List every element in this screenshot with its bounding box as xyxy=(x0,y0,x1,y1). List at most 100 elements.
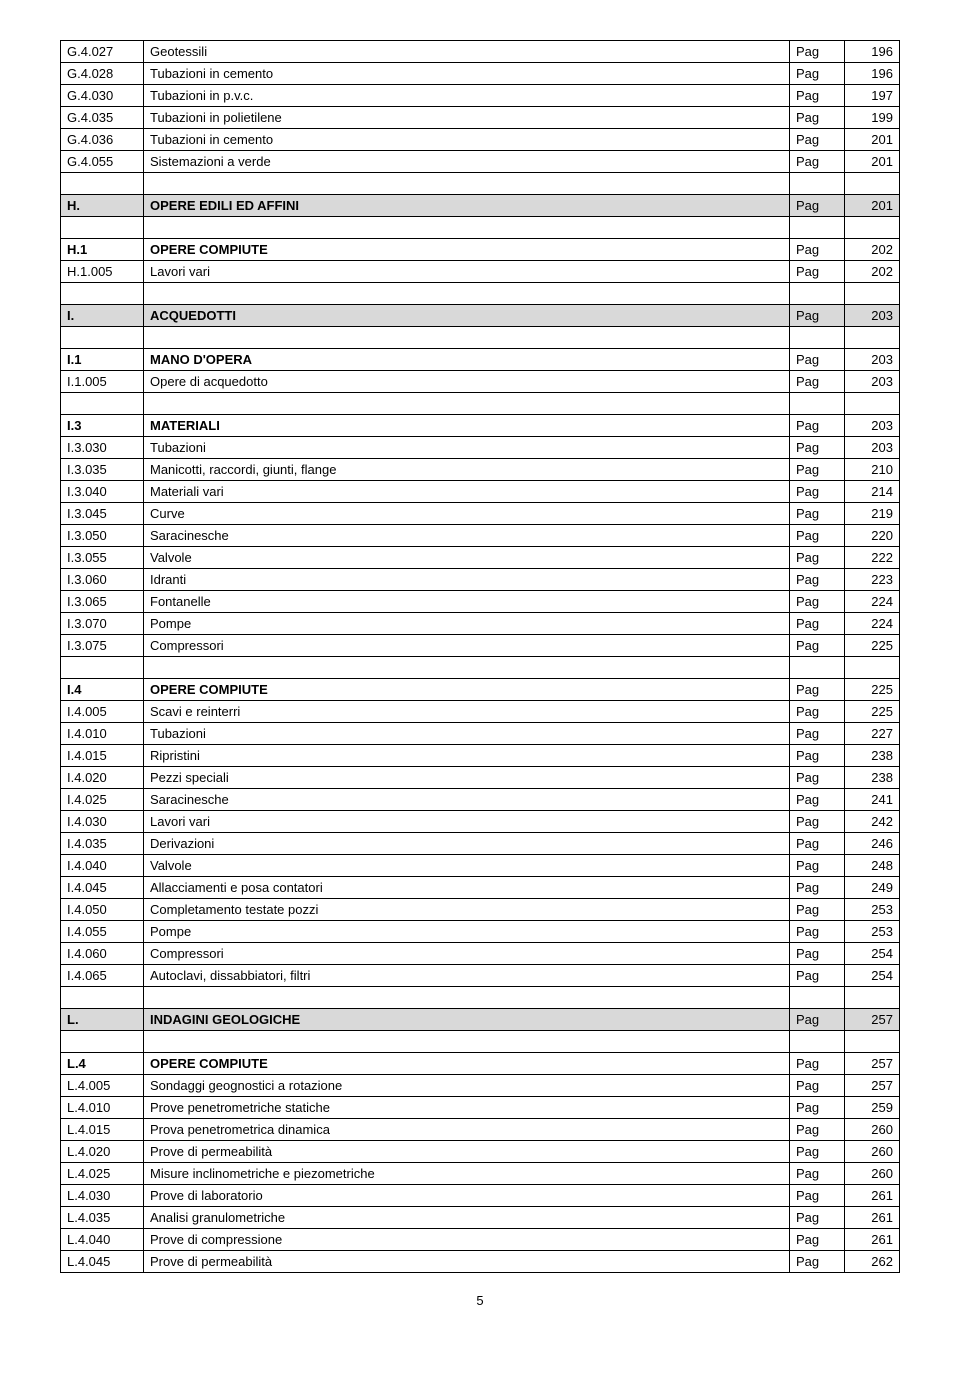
cell-num: 224 xyxy=(845,613,900,635)
cell-desc: Idranti xyxy=(144,569,790,591)
table-row: I.4.020Pezzi specialiPag238 xyxy=(61,767,900,789)
cell-pag xyxy=(790,657,845,679)
cell-num: 257 xyxy=(845,1053,900,1075)
cell-code xyxy=(61,393,144,415)
cell-pag: Pag xyxy=(790,679,845,701)
cell-pag xyxy=(790,283,845,305)
cell-pag: Pag xyxy=(790,547,845,569)
cell-pag: Pag xyxy=(790,437,845,459)
cell-num: 220 xyxy=(845,525,900,547)
cell-pag: Pag xyxy=(790,1141,845,1163)
cell-pag: Pag xyxy=(790,921,845,943)
toc-table: G.4.027GeotessiliPag196G.4.028Tubazioni … xyxy=(60,40,900,1273)
cell-desc: Prove penetrometriche statiche xyxy=(144,1097,790,1119)
cell-num xyxy=(845,173,900,195)
cell-pag: Pag xyxy=(790,459,845,481)
cell-code: G.4.036 xyxy=(61,129,144,151)
cell-desc: Sondaggi geognostici a rotazione xyxy=(144,1075,790,1097)
cell-num: 201 xyxy=(845,129,900,151)
cell-code xyxy=(61,173,144,195)
cell-desc: Tubazioni xyxy=(144,437,790,459)
cell-num: 222 xyxy=(845,547,900,569)
table-row: I.4.015RipristiniPag238 xyxy=(61,745,900,767)
table-row: I.3MATERIALIPag203 xyxy=(61,415,900,437)
table-row: I.4.065Autoclavi, dissabbiatori, filtriP… xyxy=(61,965,900,987)
table-row: I.3.065FontanellePag224 xyxy=(61,591,900,613)
cell-code: I.3.075 xyxy=(61,635,144,657)
cell-code: G.4.027 xyxy=(61,41,144,63)
cell-code: L.4.045 xyxy=(61,1251,144,1273)
cell-desc: ACQUEDOTTI xyxy=(144,305,790,327)
table-row: I.3.030TubazioniPag203 xyxy=(61,437,900,459)
table-row: I.3.035Manicotti, raccordi, giunti, flan… xyxy=(61,459,900,481)
table-row xyxy=(61,393,900,415)
cell-num: 199 xyxy=(845,107,900,129)
cell-desc: Allacciamenti e posa contatori xyxy=(144,877,790,899)
cell-num: 223 xyxy=(845,569,900,591)
cell-code: L.4.025 xyxy=(61,1163,144,1185)
cell-desc: MATERIALI xyxy=(144,415,790,437)
table-row: G.4.027GeotessiliPag196 xyxy=(61,41,900,63)
table-row: H.1OPERE COMPIUTEPag202 xyxy=(61,239,900,261)
table-row: I.1MANO D'OPERAPag203 xyxy=(61,349,900,371)
table-row: L.4.030Prove di laboratorioPag261 xyxy=(61,1185,900,1207)
cell-code: I.4.065 xyxy=(61,965,144,987)
table-row xyxy=(61,283,900,305)
table-row: L.4.015Prova penetrometrica dinamicaPag2… xyxy=(61,1119,900,1141)
cell-num: 238 xyxy=(845,745,900,767)
cell-code: I.4.025 xyxy=(61,789,144,811)
table-row xyxy=(61,657,900,679)
cell-desc: Geotessili xyxy=(144,41,790,63)
table-row xyxy=(61,987,900,1009)
table-row xyxy=(61,1031,900,1053)
cell-code: I.4.050 xyxy=(61,899,144,921)
table-row: L.INDAGINI GEOLOGICHEPag257 xyxy=(61,1009,900,1031)
cell-num: 241 xyxy=(845,789,900,811)
cell-code: L. xyxy=(61,1009,144,1031)
cell-desc: Tubazioni in polietilene xyxy=(144,107,790,129)
cell-num: 196 xyxy=(845,63,900,85)
table-row: L.4.020Prove di permeabilitàPag260 xyxy=(61,1141,900,1163)
cell-desc: Compressori xyxy=(144,635,790,657)
cell-pag xyxy=(790,1031,845,1053)
table-row: I.4.060CompressoriPag254 xyxy=(61,943,900,965)
cell-pag: Pag xyxy=(790,503,845,525)
cell-pag: Pag xyxy=(790,1075,845,1097)
cell-desc: Manicotti, raccordi, giunti, flange xyxy=(144,459,790,481)
cell-code: I.4.015 xyxy=(61,745,144,767)
cell-desc: Tubazioni xyxy=(144,723,790,745)
cell-code: I.4.055 xyxy=(61,921,144,943)
table-row: I.4.035DerivazioniPag246 xyxy=(61,833,900,855)
cell-num: 196 xyxy=(845,41,900,63)
cell-pag: Pag xyxy=(790,261,845,283)
cell-code: I. xyxy=(61,305,144,327)
cell-pag: Pag xyxy=(790,415,845,437)
cell-num: 260 xyxy=(845,1163,900,1185)
cell-desc: Pezzi speciali xyxy=(144,767,790,789)
cell-num xyxy=(845,283,900,305)
cell-code: I.1 xyxy=(61,349,144,371)
cell-pag: Pag xyxy=(790,1207,845,1229)
cell-num: 197 xyxy=(845,85,900,107)
cell-num: 202 xyxy=(845,239,900,261)
table-row: G.4.035Tubazioni in polietilenePag199 xyxy=(61,107,900,129)
cell-pag: Pag xyxy=(790,1053,845,1075)
cell-pag: Pag xyxy=(790,1163,845,1185)
cell-pag: Pag xyxy=(790,481,845,503)
cell-num: 202 xyxy=(845,261,900,283)
cell-desc: Curve xyxy=(144,503,790,525)
cell-desc: Completamento testate pozzi xyxy=(144,899,790,921)
cell-desc: Tubazioni in cemento xyxy=(144,63,790,85)
cell-desc: Misure inclinometriche e piezometriche xyxy=(144,1163,790,1185)
table-row: L.4OPERE COMPIUTEPag257 xyxy=(61,1053,900,1075)
table-row: L.4.005Sondaggi geognostici a rotazioneP… xyxy=(61,1075,900,1097)
cell-num xyxy=(845,657,900,679)
table-row: I.4.025SaracineschePag241 xyxy=(61,789,900,811)
cell-desc: Analisi granulometriche xyxy=(144,1207,790,1229)
cell-code: G.4.035 xyxy=(61,107,144,129)
table-row: I.4OPERE COMPIUTEPag225 xyxy=(61,679,900,701)
cell-num: 246 xyxy=(845,833,900,855)
cell-pag: Pag xyxy=(790,943,845,965)
cell-num: 248 xyxy=(845,855,900,877)
cell-num: 253 xyxy=(845,899,900,921)
